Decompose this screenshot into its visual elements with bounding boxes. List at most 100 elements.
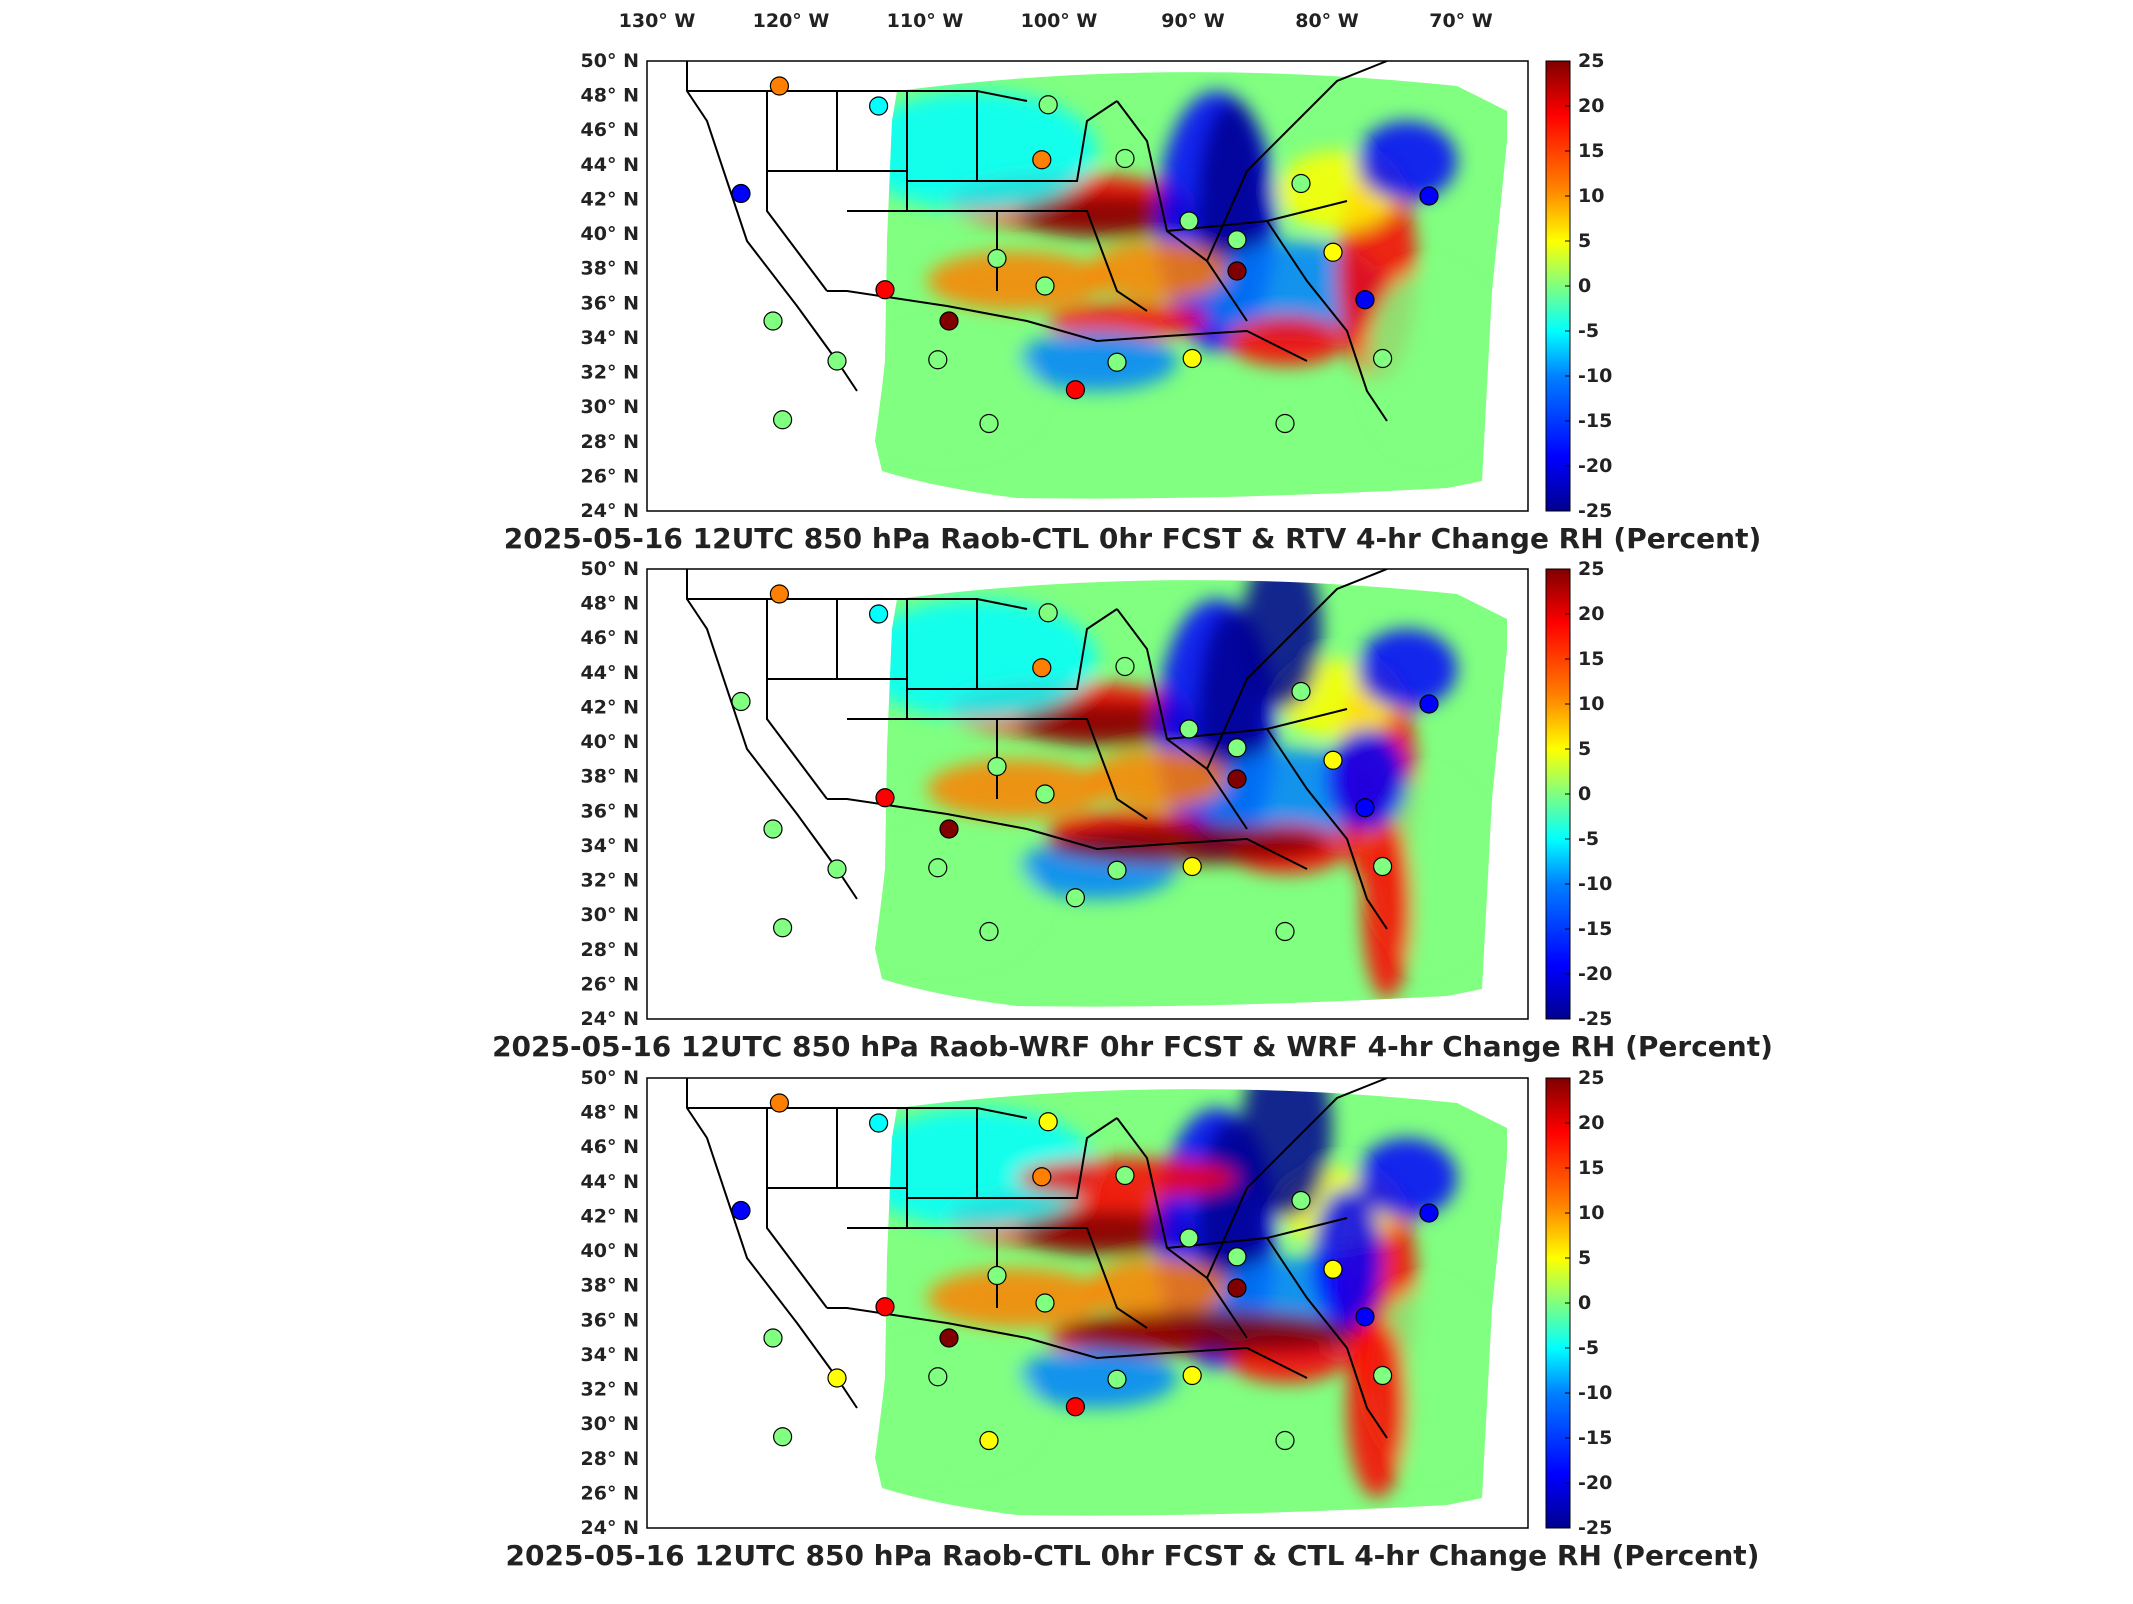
map-frame [646,568,1529,1020]
lat-label: 44° N [581,662,639,684]
raob-stations [731,76,1439,434]
boundary-line [997,718,1148,820]
map-frame [646,60,1529,512]
lat-label: 24° N [581,500,639,522]
colorbar-tick-label: 0 [1578,783,1591,805]
raob-station-marker [1227,261,1247,281]
raob-stations [731,1093,1439,1451]
boundary-line [837,1107,1028,1119]
raob-station-marker [1355,798,1375,818]
lat-label: 42° N [581,696,639,718]
raob-stations [731,584,1439,942]
colorbar-tick-label: 20 [1578,1112,1604,1134]
raob-station-marker [928,1367,948,1387]
raob-station-marker [773,1427,793,1447]
rh-region [1362,819,1412,999]
raob-station-marker [763,311,783,331]
raob-station-marker [928,350,948,370]
boundary-line [827,798,1028,830]
panel-title: 2025-05-16 12UTC 850 hPa Raob-WRF 0hr FC… [492,1030,1773,1063]
raob-station-marker [1038,1112,1058,1132]
rh-region [1087,749,1227,809]
boundary-line [687,90,838,172]
colorbar-tick-label: 5 [1578,230,1591,252]
lat-label: 28° N [581,431,639,453]
boundary-line [1266,728,1388,930]
lat-label: 34° N [581,327,639,349]
colorbar: 25 20 15 10 5 0 -5 -10 -15 -20 -25 [1545,558,1612,1030]
rh-region [1087,241,1227,301]
raob-station-marker [869,96,889,116]
longitude-labels: 130° W 120° W 110° W 100° W 90° W 80° W … [619,10,1493,32]
lat-label: 28° N [581,939,639,961]
lat-label: 50° N [581,558,639,580]
boundary-line [1026,828,1308,870]
raob-station-marker [1227,1278,1247,1298]
raob-station-marker [1107,1369,1127,1389]
raob-station-marker [1227,738,1247,758]
lat-label: 46° N [581,119,639,141]
panel-title: 2025-05-16 12UTC 850 hPa Raob-CTL 0hr FC… [504,522,1762,555]
lat-label: 46° N [581,1136,639,1158]
boundary-line [977,1117,1118,1199]
raob-station-marker [1323,242,1343,262]
rh-region [1047,824,1327,864]
colorbar-tick-label: -10 [1578,873,1612,895]
raob-station-marker [987,756,1007,777]
state-boundaries [686,569,1388,930]
boundary-line [977,608,1118,690]
raob-station-marker [763,819,783,839]
raob-station-marker [939,311,959,331]
colorbar-tick-label: 20 [1578,95,1604,117]
lat-label: 30° N [581,904,639,926]
colorbar-tick-label: -15 [1578,410,1612,432]
lat-label: 40° N [581,1240,639,1262]
rh-region [927,251,1107,311]
raob-station-marker [1419,694,1439,714]
boundary-line [837,598,1028,610]
lat-label: 36° N [581,1309,639,1331]
state-boundaries [686,1078,1388,1439]
raob-station-marker [731,1200,751,1221]
lat-label: 48° N [581,1102,639,1124]
lat-label: 32° N [581,1379,639,1401]
lat-label: 38° N [581,258,639,280]
boundary-line [1026,320,1308,362]
raob-station-marker [987,248,1007,269]
raob-station-marker [1372,1365,1393,1386]
boundary-line [687,598,838,680]
raob-station-marker [773,918,793,938]
rh-region [1057,1311,1357,1355]
rh-region [1017,194,1197,238]
rh-region [1017,1211,1197,1255]
raob-station-marker [1038,603,1058,623]
boundary-line [827,290,1028,322]
colorbar-tick-label: -20 [1578,963,1612,985]
rh-region [1357,1138,1457,1218]
lat-label: 36° N [581,800,639,822]
raob-station-marker [875,788,895,808]
boundary-line [686,1078,858,1409]
lat-label: 24° N [581,1517,639,1539]
raob-station-marker [1372,856,1393,877]
raob-station-marker [979,921,999,942]
boundary-line [766,91,828,292]
lon-label-70w: 70° W [1429,10,1493,32]
boundary-line [686,61,858,392]
rh-change-field [686,61,1507,499]
lat-label: 44° N [581,1171,639,1193]
boundary-line [1206,120,1298,262]
lon-label-100w: 100° W [1021,10,1098,32]
rh-region [1367,271,1487,451]
lat-label: 38° N [581,766,639,788]
colorbar-tick-label: -15 [1578,1427,1612,1449]
lon-label-90w: 90° W [1161,10,1225,32]
rh-region [1227,316,1347,366]
raob-station-marker [1419,1203,1439,1223]
raob-station-marker [1291,1190,1311,1211]
rh-region [927,1268,1107,1328]
lat-label: 34° N [581,835,639,857]
raob-station-marker [1065,888,1085,908]
rh-change-field [686,1078,1507,1516]
